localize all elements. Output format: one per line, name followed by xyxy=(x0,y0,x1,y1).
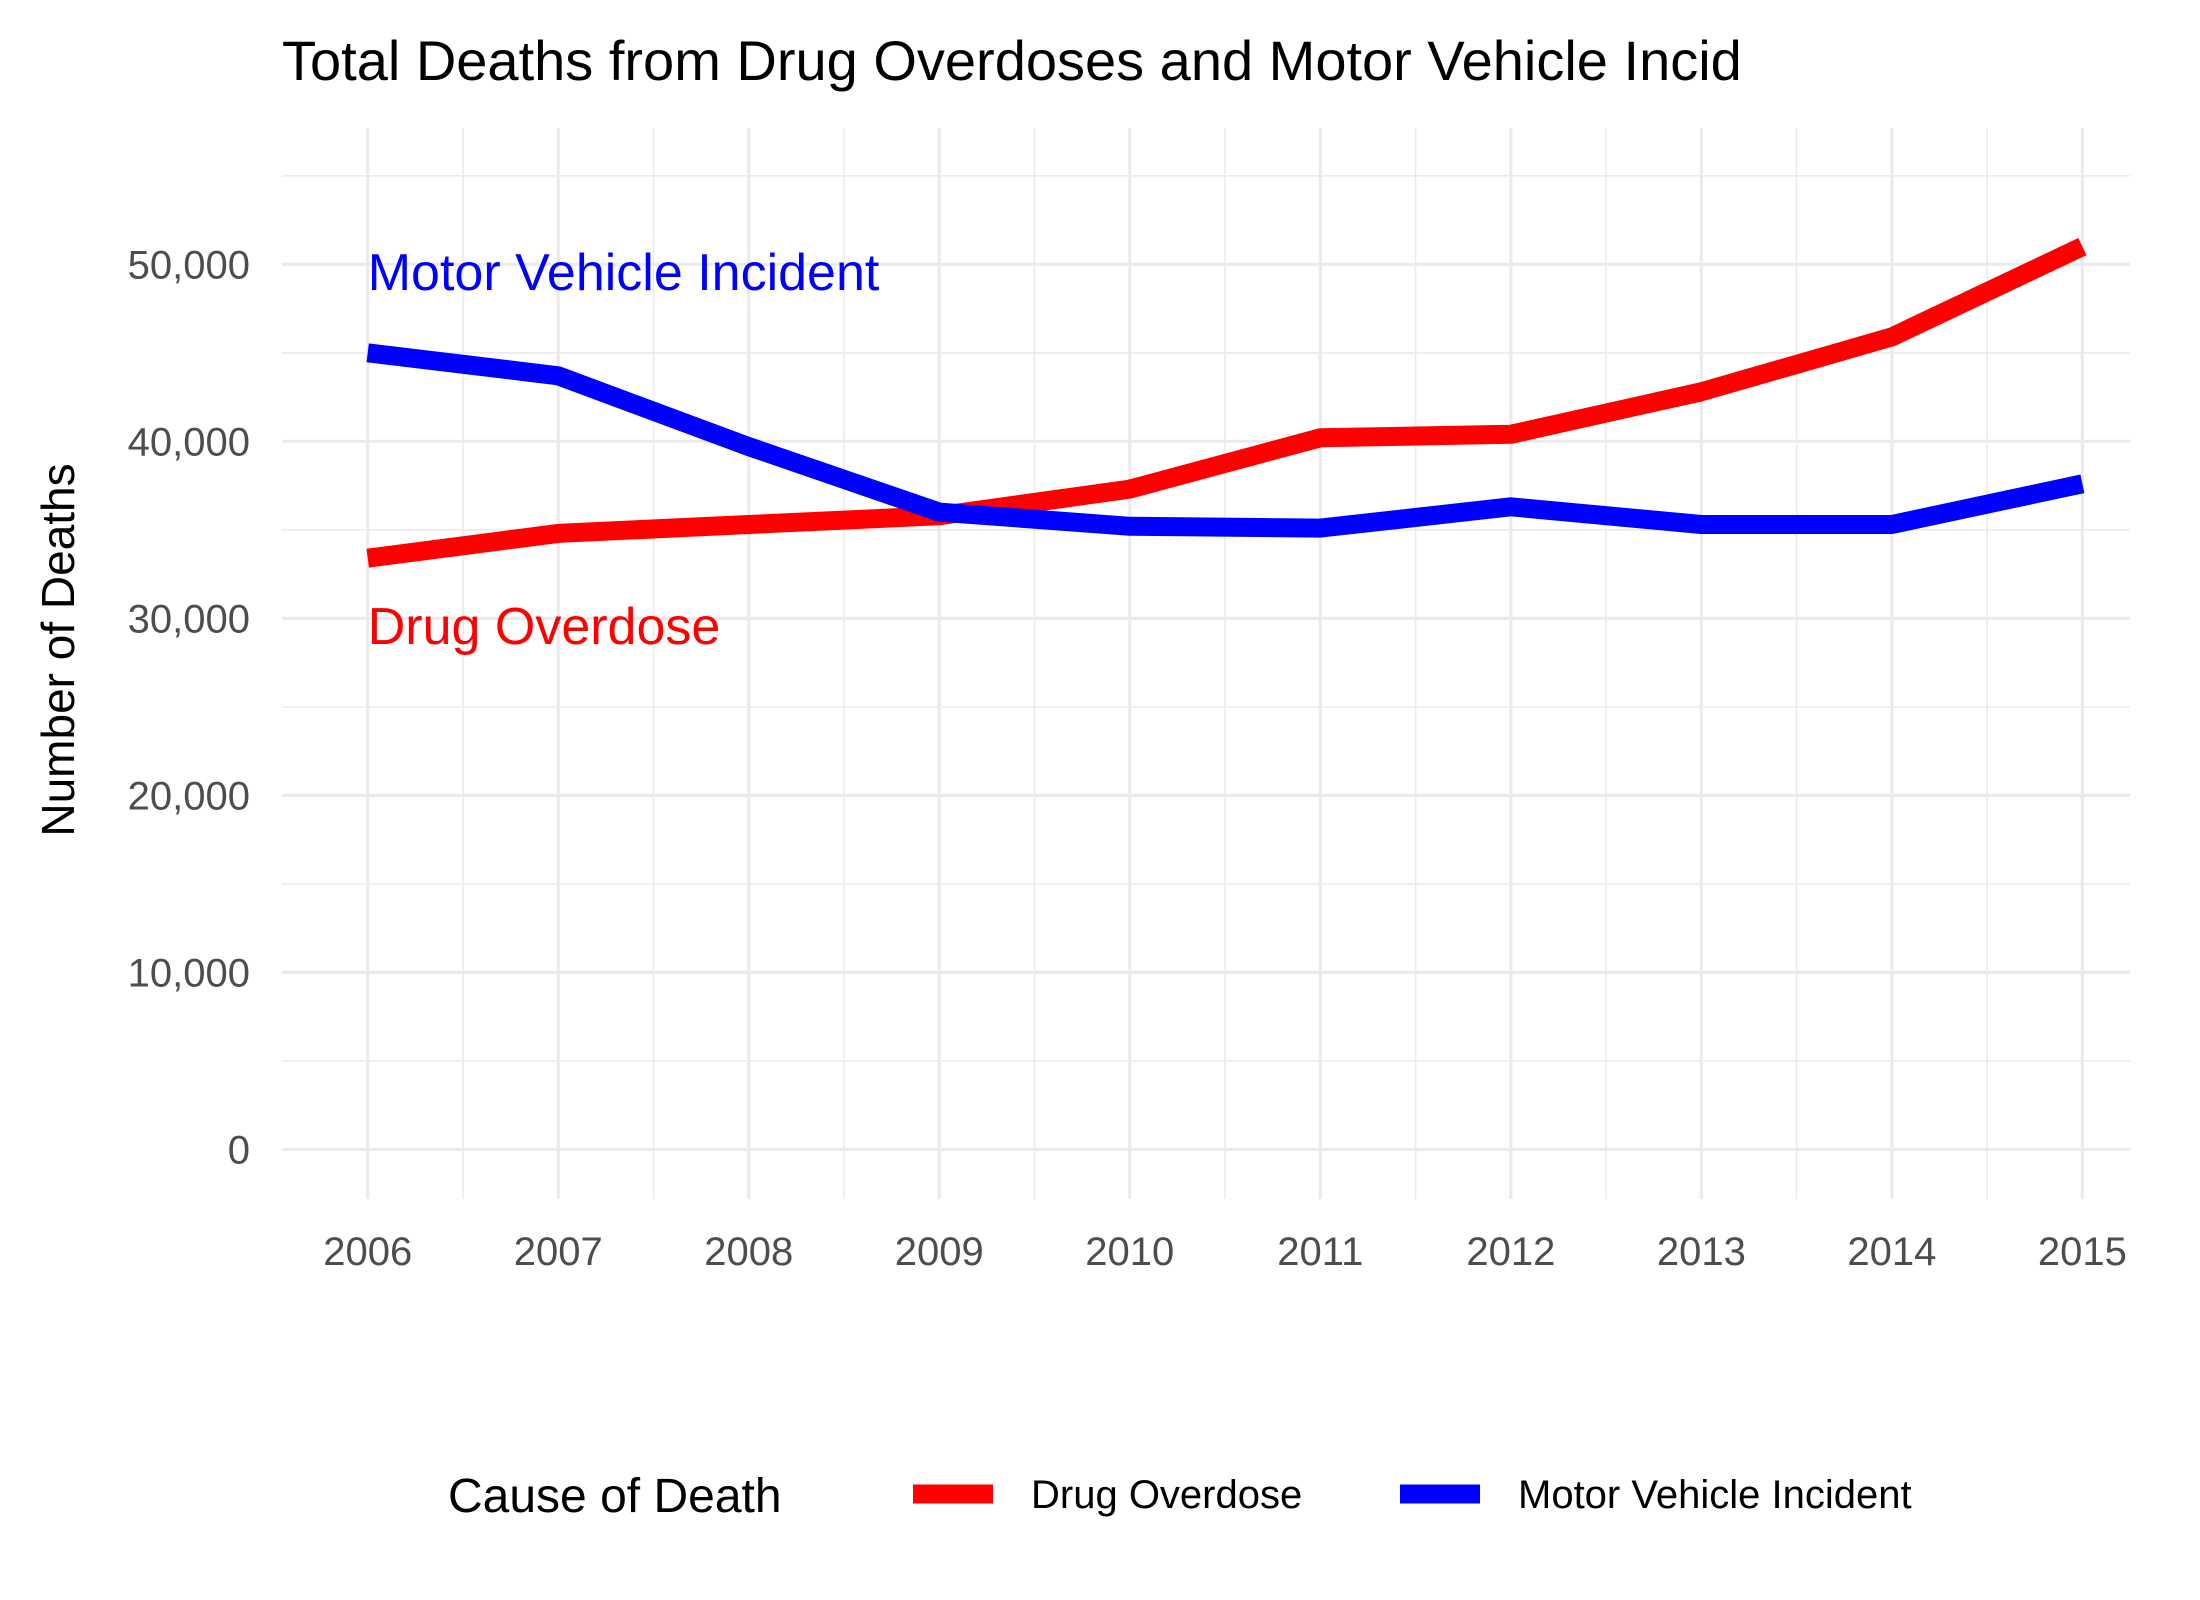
x-tick-label: 2014 xyxy=(1847,1230,1936,1274)
series-line xyxy=(366,343,2085,538)
major-gridlines-y xyxy=(282,262,2130,1152)
y-tick-label: 10,000 xyxy=(128,951,250,995)
annotation-label: Drug Overdose xyxy=(368,598,721,656)
series-lines xyxy=(366,238,2087,568)
minor-gridlines-x xyxy=(462,128,1988,1199)
major-gridlines-x xyxy=(366,128,2084,1199)
x-tick-label: 2011 xyxy=(1277,1230,1363,1274)
legend: Cause of Death Drug Overdose Motor Vehicl… xyxy=(448,1470,1912,1523)
y-tick-label: 30,000 xyxy=(128,597,250,641)
x-tick-label: 2015 xyxy=(2038,1230,2127,1274)
x-tick-label: 2012 xyxy=(1466,1230,1555,1274)
chart-title: Total Deaths from Drug Overdoses and Mot… xyxy=(282,29,1742,92)
legend-title: Cause of Death xyxy=(448,1470,782,1523)
annotation-label: Motor Vehicle Incident xyxy=(368,244,880,302)
x-tick-label: 2010 xyxy=(1085,1230,1174,1274)
x-tick-label: 2008 xyxy=(704,1230,793,1274)
x-tick-label: 2013 xyxy=(1657,1230,1746,1274)
x-tick-label: 2009 xyxy=(895,1230,984,1274)
x-axis-tick-labels: 2006 2007 2008 2009 2010 2011 2012 2013 2014 2015 xyxy=(323,1230,2127,1274)
y-axis-label: Number of Deaths xyxy=(32,463,84,836)
y-axis-tick-labels: 0 10,000 20,000 30,000 40,000 50,000 xyxy=(128,243,250,1172)
y-tick-label: 0 xyxy=(228,1128,250,1172)
legend-items: Drug Overdose Motor Vehicle Incident xyxy=(913,1473,1912,1517)
series-line xyxy=(366,238,2087,568)
annotations: Motor Vehicle Incident Drug Overdose xyxy=(368,244,880,656)
x-tick-label: 2007 xyxy=(514,1230,603,1274)
y-tick-label: 40,000 xyxy=(128,420,250,464)
legend-label: Motor Vehicle Incident xyxy=(1518,1473,1912,1517)
plot-panel: Motor Vehicle Incident Drug Overdose xyxy=(282,128,2130,1199)
y-tick-label: 20,000 xyxy=(128,774,250,818)
x-tick-label: 2006 xyxy=(323,1230,412,1274)
y-tick-label: 50,000 xyxy=(128,243,250,287)
legend-label: Drug Overdose xyxy=(1031,1473,1302,1517)
